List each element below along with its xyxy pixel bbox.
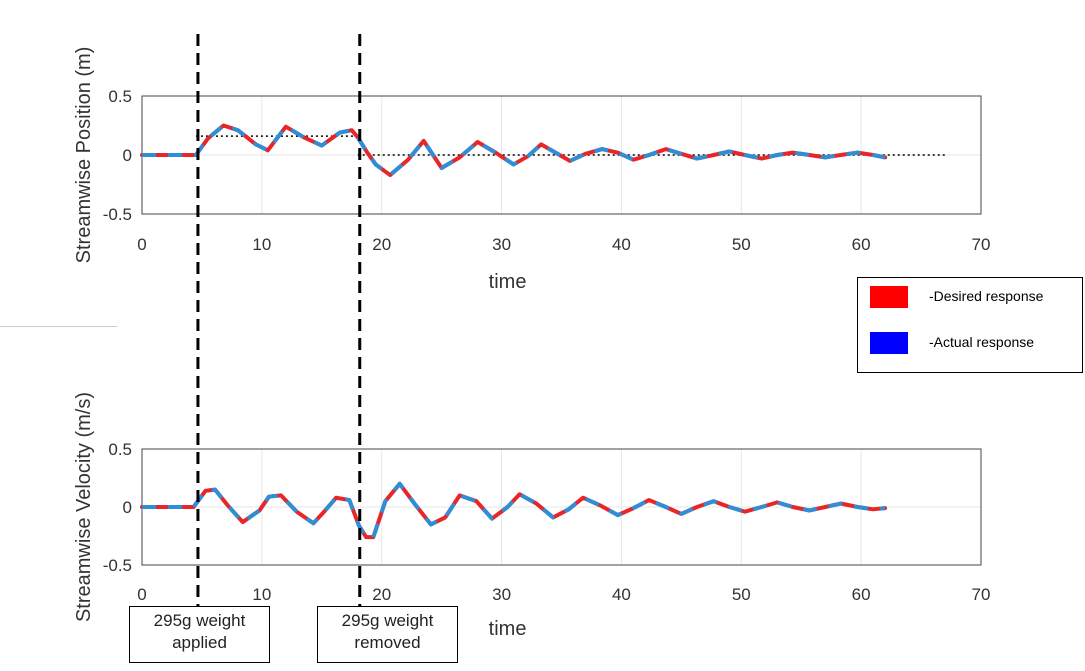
annotation-applied-line1: 295g weight bbox=[153, 611, 246, 630]
chart-2: 0 10 20 30 40 50 60 70 -0.5 0 0.5 time Streamwise Ve… bbox=[73, 392, 990, 640]
divider-line bbox=[0, 326, 117, 327]
x-tick-label: 30 bbox=[492, 235, 511, 254]
x-tick-label: 60 bbox=[852, 235, 871, 254]
legend: -Desired response -Actual response bbox=[857, 277, 1083, 373]
y-tick-label: 0.5 bbox=[108, 87, 132, 106]
series-desired-line bbox=[140, 123, 888, 178]
y-tick-label: -0.5 bbox=[103, 556, 132, 575]
x-tick-label: 50 bbox=[732, 235, 751, 254]
series-actual-line bbox=[142, 481, 886, 540]
y-axis-label: Streamwise Velocity (m/s) bbox=[73, 392, 95, 622]
chart-1: 0 10 20 30 40 50 60 70 -0.5 0 0.5 time Streamwise Po… bbox=[73, 47, 990, 293]
x-tick-label: 0 bbox=[137, 235, 146, 254]
annotation-weight-applied: 295g weight applied bbox=[129, 606, 270, 663]
annotation-weight-removed: 295g weight removed bbox=[317, 606, 458, 663]
y-axis-label: Streamwise Position (m) bbox=[73, 47, 95, 264]
annotation-applied-line2: applied bbox=[172, 633, 227, 652]
x-tick-label: 30 bbox=[492, 585, 511, 604]
y-tick-label: -0.5 bbox=[103, 205, 132, 224]
x-tick-label: 20 bbox=[372, 235, 391, 254]
series-actual-line bbox=[142, 123, 886, 178]
x-tick-label: 70 bbox=[972, 235, 991, 254]
annotation-removed-line1: 295g weight bbox=[341, 611, 434, 630]
x-tick-label: 70 bbox=[972, 585, 991, 604]
x-tick-label: 60 bbox=[852, 585, 871, 604]
y-tick-label: 0 bbox=[123, 146, 132, 165]
annotation-removed-line2: removed bbox=[354, 633, 421, 652]
legend-actual-label: -Actual response bbox=[929, 334, 1035, 350]
legend-actual-swatch bbox=[870, 332, 908, 354]
x-tick-label: 50 bbox=[732, 585, 751, 604]
series-desired-line bbox=[140, 481, 888, 540]
x-tick-label: 10 bbox=[252, 235, 271, 254]
x-tick-label: 40 bbox=[612, 235, 631, 254]
y-tick-label: 0 bbox=[123, 498, 132, 517]
legend-desired-label: -Desired response bbox=[929, 288, 1044, 304]
x-tick-label: 40 bbox=[612, 585, 631, 604]
x-axis-label: time bbox=[489, 618, 527, 640]
x-tick-label: 0 bbox=[137, 585, 146, 604]
x-tick-label: 10 bbox=[252, 585, 271, 604]
x-axis-label: time bbox=[489, 271, 527, 293]
legend-desired-swatch bbox=[870, 286, 908, 308]
y-tick-label: 0.5 bbox=[108, 440, 132, 459]
x-tick-label: 20 bbox=[372, 585, 391, 604]
